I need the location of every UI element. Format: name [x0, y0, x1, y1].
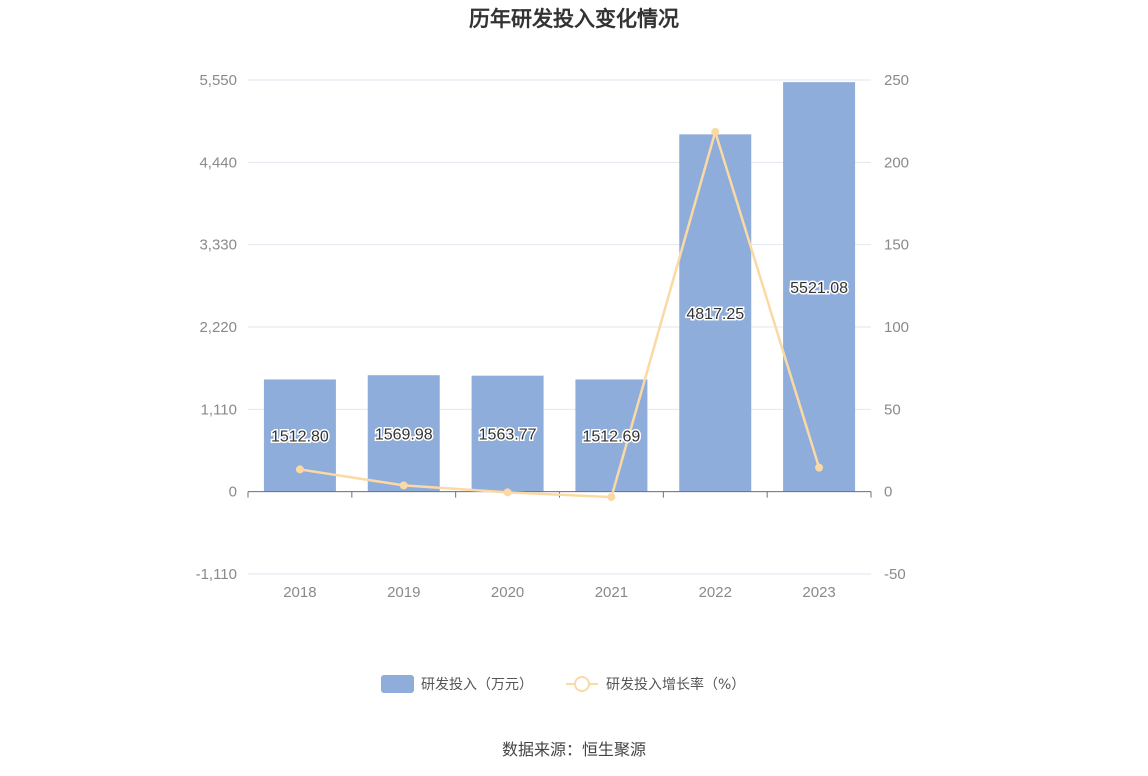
right-y-tick-label: 100 [884, 319, 909, 336]
left-y-tick-label: 2,220 [199, 319, 237, 336]
left-y-tick-label: -1,110 [196, 566, 237, 583]
right-y-tick-label: 50 [884, 401, 901, 418]
x-tick-label: 2020 [491, 584, 524, 601]
x-tick-label: 2019 [387, 584, 420, 601]
x-tick-label: 2021 [595, 584, 628, 601]
right-y-tick-label: 150 [884, 237, 909, 254]
bar-value-label: 1563.77 [479, 427, 537, 444]
bar-value-label: 1512.80 [271, 429, 329, 446]
left-y-tick-label: 3,330 [199, 237, 237, 254]
growth-line [299, 127, 821, 499]
bar [471, 375, 544, 492]
x-axis: 2018 2019 2020 2021 2022 2023 [247, 491, 872, 601]
growth-point [711, 127, 720, 136]
bar-series [263, 82, 856, 492]
right-y-tick-label: 250 [884, 72, 909, 89]
bar [367, 375, 440, 492]
bar-value-label: 5521.08 [790, 280, 848, 297]
legend: 研发投入（万元） 研发投入增长率（%） [381, 675, 745, 693]
legend-bar-swatch[interactable] [381, 675, 414, 693]
bar [783, 82, 856, 492]
left-y-tick-label: 5,550 [199, 72, 237, 89]
legend-bar-label[interactable]: 研发投入（万元） [421, 677, 533, 693]
bar-value-label: 1569.98 [375, 426, 433, 443]
bar [575, 379, 648, 492]
left-y-tick-label: 0 [229, 484, 237, 501]
line-series [295, 127, 824, 502]
right-y-tick-label: -50 [884, 566, 906, 583]
grid-lines [248, 79, 871, 575]
chart-title: 历年研发投入变化情况 [469, 7, 679, 31]
left-y-tick-label: 1,110 [201, 401, 237, 418]
growth-point [399, 481, 408, 490]
legend-line-marker[interactable] [574, 676, 590, 692]
growth-point [295, 465, 304, 474]
legend-line-label[interactable]: 研发投入增长率（%） [606, 676, 745, 693]
left-y-tick-label: 4,440 [199, 154, 237, 171]
growth-point [815, 463, 824, 472]
right-y-axis: 250 200 150 100 50 0 -50 [884, 72, 909, 583]
bar [679, 134, 752, 492]
x-tick-label: 2018 [283, 584, 316, 601]
growth-point [607, 493, 616, 502]
x-tick-label: 2023 [802, 584, 835, 601]
right-y-tick-label: 0 [884, 484, 892, 501]
growth-point [503, 488, 512, 497]
x-tick-label: 2022 [699, 584, 732, 601]
bar-value-label: 4817.25 [686, 306, 744, 323]
right-y-tick-label: 200 [884, 154, 909, 171]
bar-data-labels: 1512.80 1569.98 1563.77 1512.69 4817.25 5521.… [269, 278, 849, 447]
data-source: 数据来源：恒生聚源 [502, 740, 646, 759]
bar-value-label: 1512.69 [582, 429, 640, 446]
left-y-axis: 5,550 4,440 3,330 2,220 1,110 0 -1,110 [196, 72, 237, 583]
